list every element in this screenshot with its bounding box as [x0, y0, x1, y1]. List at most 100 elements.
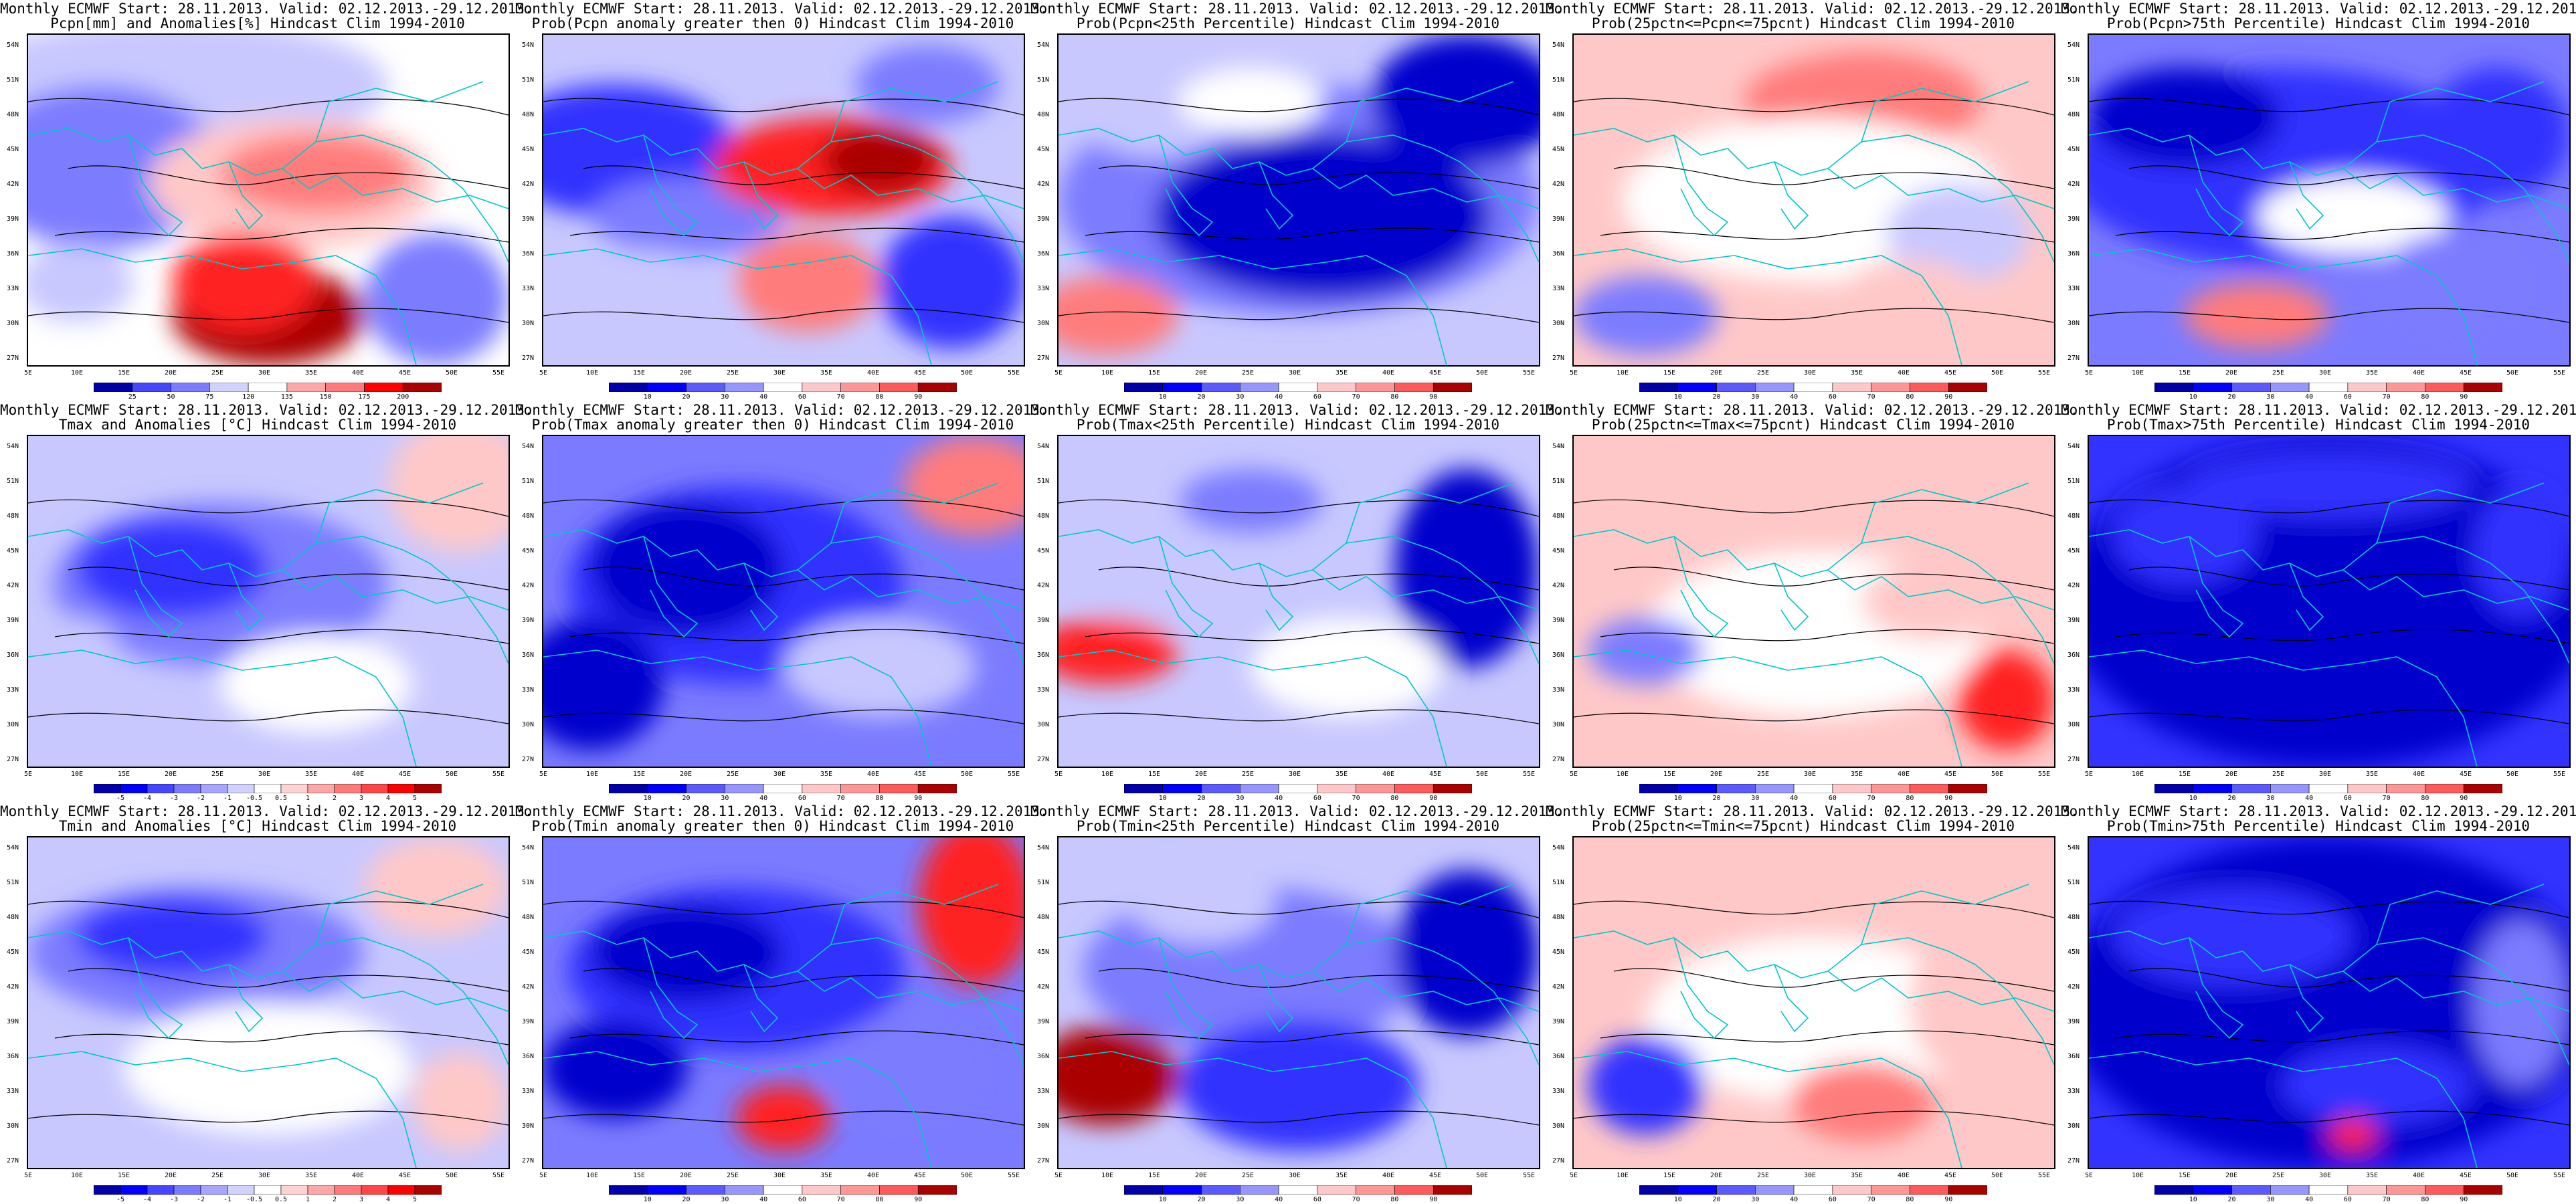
- contour-line: [1085, 1030, 1539, 1045]
- longitude-tick-label: 10E: [71, 771, 84, 778]
- longitude-tick-label: 20E: [2225, 771, 2238, 778]
- latitude-tick-label: 48N: [7, 512, 19, 520]
- colorbar-swatch: [200, 1185, 228, 1195]
- colorbar-label: 20: [1712, 1196, 1721, 1203]
- latitude-tick-label: 54N: [1037, 41, 1050, 49]
- colorbar-swatch: [387, 784, 416, 793]
- contour-line: [583, 165, 1024, 189]
- longitude-tick-label: 55E: [492, 1172, 505, 1179]
- coastline: [944, 964, 1024, 1066]
- anomaly-field-blob: [543, 617, 664, 750]
- contour-line: [2128, 567, 2569, 591]
- longitude-tick-label: 30E: [2319, 771, 2332, 778]
- colorbar-label: 90: [1429, 1196, 1438, 1203]
- anomaly-field-blob: [1588, 1035, 1704, 1135]
- longitude-tick-label: 35E: [305, 369, 318, 377]
- latitude-tick-label: 36N: [1552, 1053, 1565, 1060]
- map-canvas: [27, 836, 510, 1169]
- colorbar-swatch: [1124, 383, 1164, 392]
- latitude-tick-label: 39N: [522, 1018, 535, 1025]
- colorbar-label: 90: [2460, 393, 2468, 401]
- colorbar-swatch: [387, 1185, 416, 1195]
- colorbar-swatch: [361, 784, 389, 793]
- latitude-tick-label: 30N: [1037, 1122, 1050, 1130]
- longitude-tick-label: 55E: [1008, 369, 1020, 377]
- colorbar-label: 70: [836, 795, 845, 802]
- anomaly-field-blob: [1130, 864, 1275, 944]
- longitude-tick-label: 50E: [446, 771, 458, 778]
- coastline: [944, 161, 1024, 263]
- contour-line: [1098, 968, 1539, 992]
- colorbar-swatch: [1317, 1185, 1356, 1195]
- longitude-tick-label: 45E: [1429, 771, 1442, 778]
- longitude-tick-label: 40E: [867, 369, 880, 377]
- latitude-tick-label: 36N: [7, 250, 19, 258]
- coastline: [228, 964, 264, 1033]
- longitude-tick-label: 50E: [961, 771, 974, 778]
- colorbar-swatch: [171, 383, 210, 392]
- colorbar-swatch: [1162, 784, 1202, 793]
- colorbar-swatch: [725, 383, 764, 392]
- contour-line: [54, 1030, 509, 1045]
- colorbar-label: 1: [305, 1196, 310, 1203]
- coastline: [128, 536, 183, 638]
- anomaly-field-blob: [543, 249, 736, 349]
- coastline: [1259, 964, 1294, 1033]
- latitude-tick-label: 48N: [1037, 914, 1050, 921]
- anomaly-field-blob: [2473, 920, 2569, 1086]
- longitude-tick-label: 35E: [2366, 369, 2379, 377]
- contour-line: [54, 227, 509, 243]
- map-svg: [1059, 837, 1539, 1168]
- latitude-tick-label: 39N: [7, 1018, 19, 1025]
- latitude-tick-label: 54N: [522, 844, 535, 851]
- coastline: [315, 884, 484, 945]
- latitude-tick-label: 54N: [1552, 443, 1565, 450]
- colorbar-swatch: [1793, 1185, 1833, 1195]
- latitude-tick-label: 51N: [1552, 879, 1565, 886]
- colorbar-label: 2: [332, 795, 337, 802]
- anomaly-field-blob: [1059, 502, 1347, 635]
- coastline: [2342, 937, 2491, 972]
- map-canvas: [542, 836, 1025, 1169]
- colorbar-label: 70: [836, 1196, 845, 1203]
- contour-line: [2089, 499, 2569, 517]
- latitude-tick-label: 39N: [7, 215, 19, 223]
- longitude-tick-label: 35E: [2366, 1172, 2379, 1179]
- coastline: [228, 161, 264, 230]
- colorbar-swatch: [1716, 383, 1756, 392]
- colorbar-swatch: [840, 784, 880, 793]
- colorbar-label: 10: [1673, 1196, 1682, 1203]
- longitude-tick-label: 25E: [727, 369, 739, 377]
- latitude-tick-label: 27N: [2067, 1157, 2080, 1165]
- latitude-tick-label: 30N: [1552, 320, 1565, 327]
- anomaly-field-blob: [784, 617, 976, 717]
- anomaly-field-blob: [1059, 1025, 1179, 1125]
- panel-title-line2: Prob(Tmax>75th Percentile) Hindcast Clim…: [2106, 417, 2531, 433]
- colorbar-label: 70: [1352, 795, 1360, 802]
- colorbar-label: 10: [2189, 393, 2197, 401]
- latitude-tick-label: 51N: [1037, 879, 1050, 886]
- colorbar-swatch: [1356, 1185, 1395, 1195]
- latitude-tick-label: 39N: [2067, 1018, 2080, 1025]
- longitude-tick-label: 5E: [539, 1172, 548, 1179]
- colorbar-swatch: [2231, 383, 2271, 392]
- latitude-tick-label: 27N: [1552, 355, 1565, 362]
- coastline: [1158, 937, 1214, 1039]
- colorbar-label: 40: [1790, 393, 1799, 401]
- longitude-tick-label: 10E: [1617, 1172, 1629, 1179]
- longitude-tick-label: 40E: [1382, 369, 1395, 377]
- colorbar-label: 70: [1867, 795, 1875, 802]
- colorbar-label: 70: [836, 393, 845, 401]
- map-panel: Monthly ECMWF Start: 28.11.2013. Valid: …: [1030, 0, 1564, 401]
- coastline: [2490, 161, 2569, 263]
- colorbar-swatch: [1201, 383, 1240, 392]
- latitude-tick-label: 42N: [1037, 983, 1050, 991]
- latitude-tick-label: 30N: [1552, 1122, 1565, 1130]
- colorbar-label: 70: [2382, 795, 2391, 802]
- longitude-tick-label: 10E: [586, 771, 599, 778]
- colorbar-label: 40: [1275, 795, 1283, 802]
- panel-title-line2: Prob(Tmin>75th Percentile) Hindcast Clim…: [2106, 818, 2531, 834]
- latitude-tick-label: 54N: [1037, 443, 1050, 450]
- longitude-tick-label: 50E: [1991, 1172, 2004, 1179]
- colorbar-swatch: [1433, 784, 1472, 793]
